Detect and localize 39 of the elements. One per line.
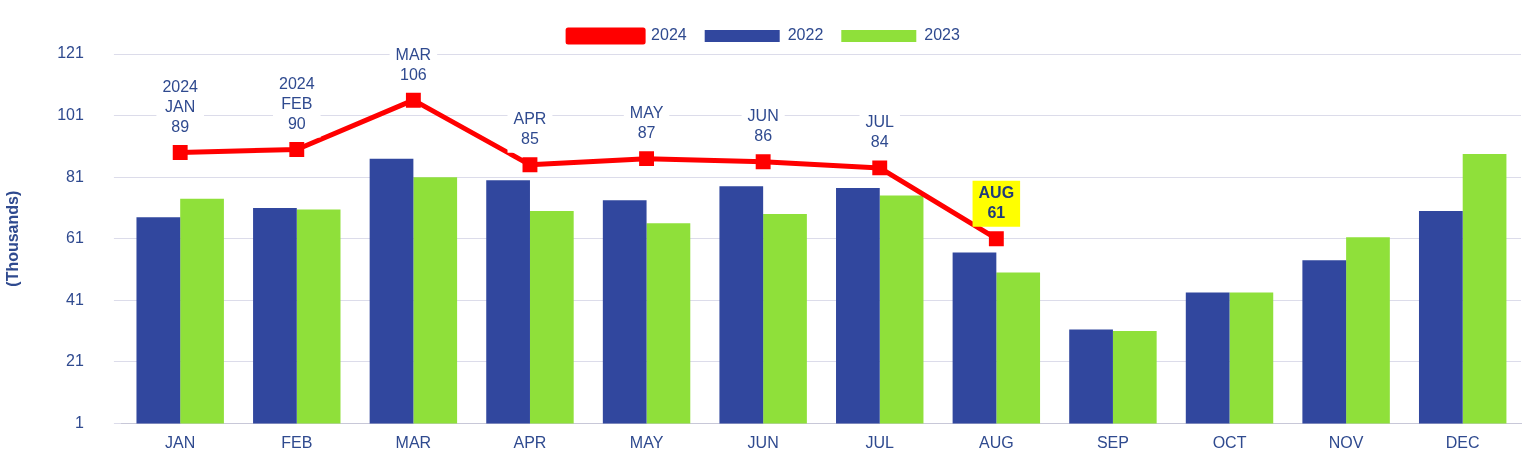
- legend-label: 2022: [787, 26, 824, 44]
- x-tick-label: DEC: [1445, 434, 1480, 452]
- y-tick-label: 41: [66, 290, 84, 308]
- y-tick-label: 101: [57, 105, 84, 123]
- x-tick-label: MAY: [629, 434, 664, 452]
- x-tick-label: SEP: [1096, 434, 1129, 452]
- y-axis-title: (Thousands): [4, 190, 22, 287]
- point: [289, 141, 305, 157]
- x-tick-label: OCT: [1212, 434, 1247, 452]
- x-tick-label: AUG: [979, 434, 1014, 452]
- data-label: MAR 106: [395, 45, 432, 83]
- y-tick-label: 21: [66, 352, 84, 370]
- y-tick-label: 121: [57, 44, 84, 62]
- y-tick-label: 81: [66, 167, 84, 185]
- point: [872, 160, 888, 176]
- x-tick-label: JAN: [165, 434, 196, 452]
- data-label: APR 85: [513, 110, 547, 148]
- data-label: 2024 JAN 89: [162, 77, 199, 135]
- data-label: AUG 61: [978, 184, 1015, 222]
- legend-label: 2024: [651, 26, 687, 44]
- legend-label: 2023: [924, 26, 960, 44]
- point: [755, 154, 771, 170]
- point: [988, 231, 1004, 247]
- x-tick-label: FEB: [281, 434, 313, 452]
- y-tick-label: 61: [66, 229, 84, 247]
- x-tick-label: APR: [513, 434, 547, 452]
- data-label: JUN 86: [747, 107, 779, 145]
- data-label: 2024 FEB 90: [278, 74, 315, 132]
- data-label: MAY 87: [629, 104, 664, 142]
- x-tick-label: NOV: [1328, 434, 1364, 452]
- x-tick-label: JUN: [747, 434, 779, 452]
- point: [172, 145, 188, 160]
- point: [522, 157, 538, 173]
- point: [639, 151, 655, 167]
- y-tick-label: 1: [74, 413, 84, 431]
- x-tick-label: MAR: [395, 434, 432, 452]
- data-label: JUL 84: [865, 113, 895, 151]
- x-tick-label: JUL: [865, 434, 895, 452]
- point: [405, 92, 421, 108]
